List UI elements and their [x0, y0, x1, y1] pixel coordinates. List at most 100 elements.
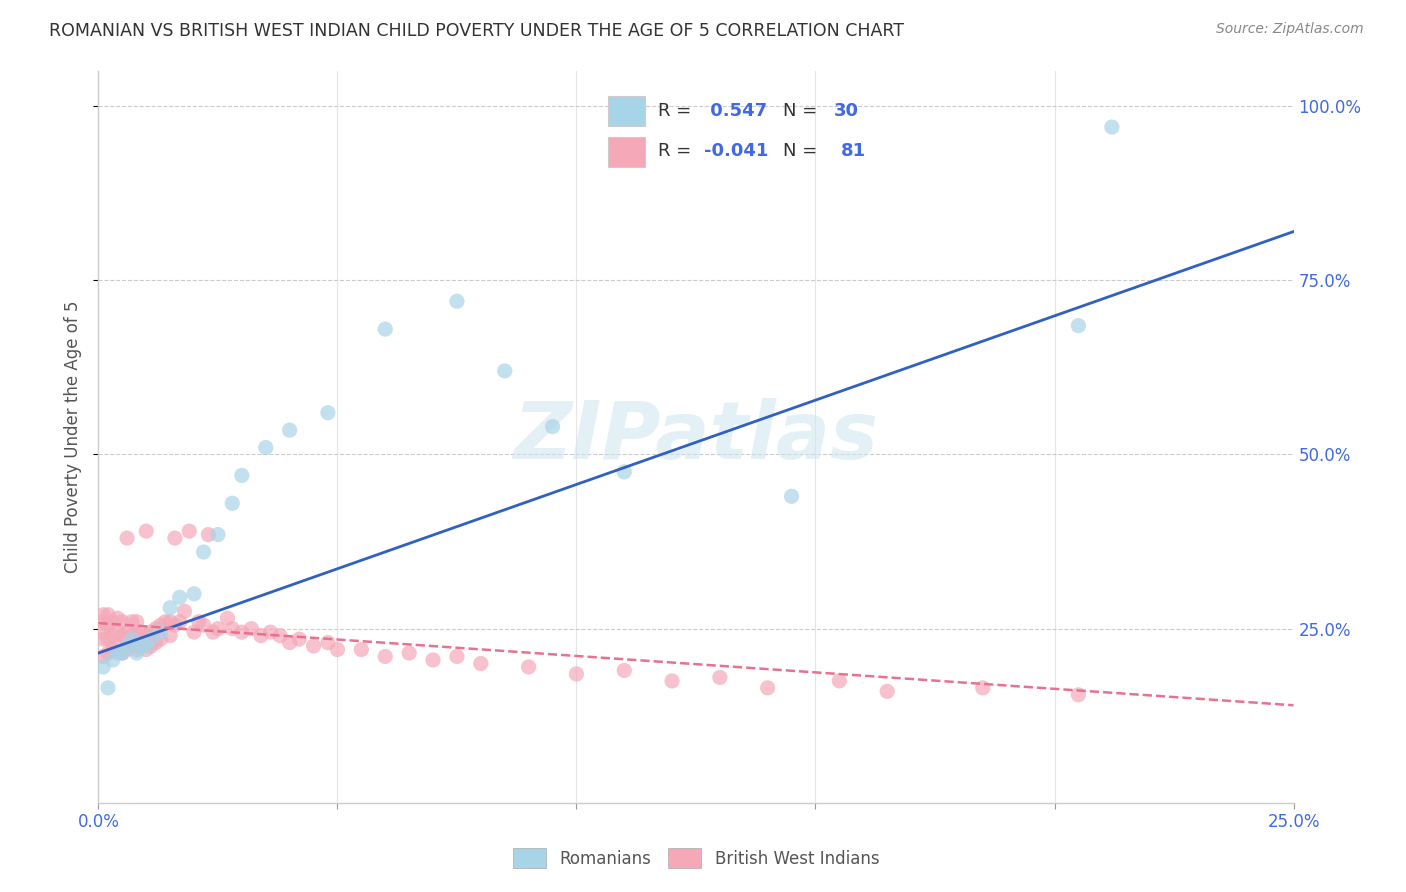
- Point: [179, 524, 201, 538]
- Point: [107, 646, 129, 660]
- Point: [446, 294, 468, 309]
- Point: [107, 611, 129, 625]
- Point: [828, 673, 851, 688]
- Point: [101, 615, 124, 629]
- Text: ROMANIAN VS BRITISH WEST INDIAN CHILD POVERTY UNDER THE AGE OF 5 CORRELATION CHA: ROMANIAN VS BRITISH WEST INDIAN CHILD PO…: [49, 22, 904, 40]
- Point: [193, 545, 215, 559]
- Point: [316, 406, 339, 420]
- Text: 81: 81: [841, 143, 866, 161]
- Text: ZIPatlas: ZIPatlas: [513, 398, 879, 476]
- Point: [197, 527, 219, 541]
- Point: [169, 591, 191, 605]
- Point: [101, 629, 124, 643]
- Point: [1101, 120, 1123, 134]
- Point: [207, 622, 229, 636]
- Text: Source: ZipAtlas.com: Source: ZipAtlas.com: [1216, 22, 1364, 37]
- Point: [756, 681, 779, 695]
- Point: [139, 632, 162, 646]
- Point: [125, 615, 148, 629]
- Point: [709, 670, 731, 684]
- Point: [446, 649, 468, 664]
- Point: [316, 635, 339, 649]
- Point: [374, 322, 396, 336]
- Point: [159, 615, 181, 629]
- Point: [221, 622, 243, 636]
- Point: [159, 600, 181, 615]
- Point: [135, 629, 157, 643]
- Point: [155, 615, 177, 629]
- Point: [97, 632, 120, 646]
- Point: [149, 618, 172, 632]
- Point: [131, 625, 153, 640]
- Point: [111, 629, 134, 643]
- Point: [115, 531, 138, 545]
- Point: [111, 615, 134, 629]
- Point: [541, 419, 564, 434]
- Point: [115, 639, 138, 653]
- Point: [1067, 318, 1090, 333]
- Point: [240, 622, 263, 636]
- Point: [661, 673, 683, 688]
- Point: [398, 646, 420, 660]
- Point: [202, 625, 225, 640]
- Point: [115, 632, 138, 646]
- Point: [231, 625, 253, 640]
- Point: [131, 639, 153, 653]
- Point: [780, 489, 803, 503]
- Point: [149, 632, 172, 646]
- Point: [135, 639, 157, 653]
- Point: [121, 639, 143, 653]
- Point: [163, 618, 186, 632]
- Text: R =: R =: [658, 143, 697, 161]
- Text: R =: R =: [658, 102, 697, 120]
- Point: [169, 615, 191, 629]
- Point: [183, 587, 205, 601]
- Point: [494, 364, 516, 378]
- Point: [121, 629, 143, 643]
- Text: -0.041: -0.041: [704, 143, 768, 161]
- Point: [139, 639, 162, 653]
- Point: [149, 625, 172, 640]
- Point: [135, 642, 157, 657]
- Point: [131, 639, 153, 653]
- Point: [302, 639, 325, 653]
- Point: [288, 632, 311, 646]
- Point: [217, 611, 239, 625]
- Point: [278, 635, 301, 649]
- Point: [107, 625, 129, 640]
- Point: [374, 649, 396, 664]
- Legend: Romanians, British West Indians: Romanians, British West Indians: [506, 841, 886, 875]
- Point: [517, 660, 540, 674]
- Point: [163, 531, 186, 545]
- Point: [125, 629, 148, 643]
- Point: [125, 642, 148, 657]
- Point: [91, 615, 114, 629]
- Point: [115, 625, 138, 640]
- Point: [876, 684, 898, 698]
- Point: [91, 660, 114, 674]
- Point: [159, 629, 181, 643]
- Point: [91, 607, 114, 622]
- Text: 30: 30: [834, 102, 859, 120]
- Point: [193, 618, 215, 632]
- Point: [278, 423, 301, 437]
- Point: [125, 646, 148, 660]
- Bar: [607, 96, 645, 127]
- Point: [91, 632, 114, 646]
- Point: [254, 441, 277, 455]
- Text: N =: N =: [783, 143, 830, 161]
- Point: [97, 607, 120, 622]
- Point: [187, 615, 209, 629]
- Point: [101, 642, 124, 657]
- Point: [121, 615, 143, 629]
- Point: [107, 639, 129, 653]
- Point: [121, 632, 143, 646]
- Point: [972, 681, 994, 695]
- Point: [97, 681, 120, 695]
- Bar: [607, 136, 645, 167]
- Point: [145, 622, 167, 636]
- Point: [250, 629, 273, 643]
- Point: [91, 649, 114, 664]
- Point: [350, 642, 373, 657]
- Text: N =: N =: [783, 102, 823, 120]
